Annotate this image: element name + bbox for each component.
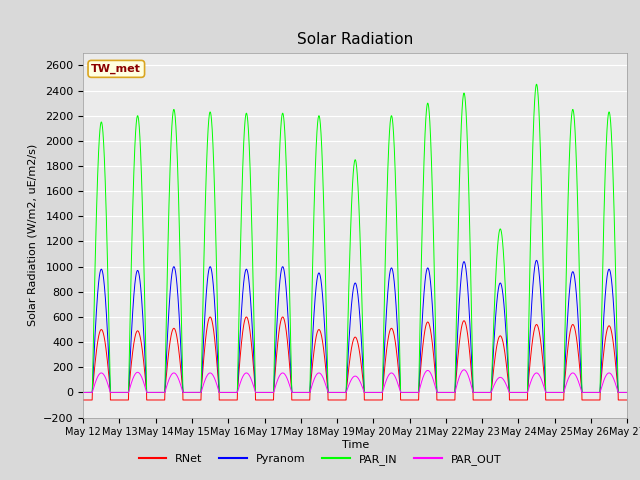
RNet [177,368,185,373]
PAR_OUT [460,367,468,372]
PAR_IN [623,390,631,396]
Line: RNet: RNet [83,317,627,400]
Pyranom [447,390,454,396]
RNet [79,397,87,403]
PAR_OUT [508,390,516,396]
PAR_IN [623,390,630,396]
Text: TW_met: TW_met [92,64,141,74]
Pyranom [508,390,516,396]
Pyranom [623,390,630,396]
RNet [508,397,516,403]
PAR_OUT [79,390,87,396]
PAR_OUT [177,383,185,389]
Pyranom [79,390,87,396]
Pyranom [477,390,485,396]
Y-axis label: Solar Radiation (W/m2, uE/m2/s): Solar Radiation (W/m2, uE/m2/s) [28,144,37,326]
Line: PAR_OUT: PAR_OUT [83,370,627,393]
X-axis label: Time: Time [342,440,369,450]
PAR_IN [79,390,87,396]
RNet [623,397,631,403]
PAR_OUT [623,390,631,396]
RNet [477,397,485,403]
Line: Pyranom: Pyranom [83,260,627,393]
Line: PAR_IN: PAR_IN [83,84,627,393]
PAR_IN [447,390,454,396]
Title: Solar Radiation: Solar Radiation [297,33,413,48]
RNet [623,397,630,403]
PAR_IN [335,390,342,396]
RNet [447,397,455,403]
PAR_IN [508,390,516,396]
Legend: RNet, Pyranom, PAR_IN, PAR_OUT: RNet, Pyranom, PAR_IN, PAR_OUT [134,450,506,469]
PAR_IN [177,294,185,300]
RNet [206,314,214,320]
Pyranom [335,390,342,396]
PAR_IN [477,390,485,396]
Pyranom [532,257,540,263]
PAR_IN [532,82,540,87]
PAR_OUT [477,390,485,396]
PAR_OUT [335,390,342,396]
PAR_OUT [447,390,454,396]
Pyranom [623,390,631,396]
RNet [335,397,343,403]
PAR_OUT [623,390,630,396]
Pyranom [177,347,185,353]
